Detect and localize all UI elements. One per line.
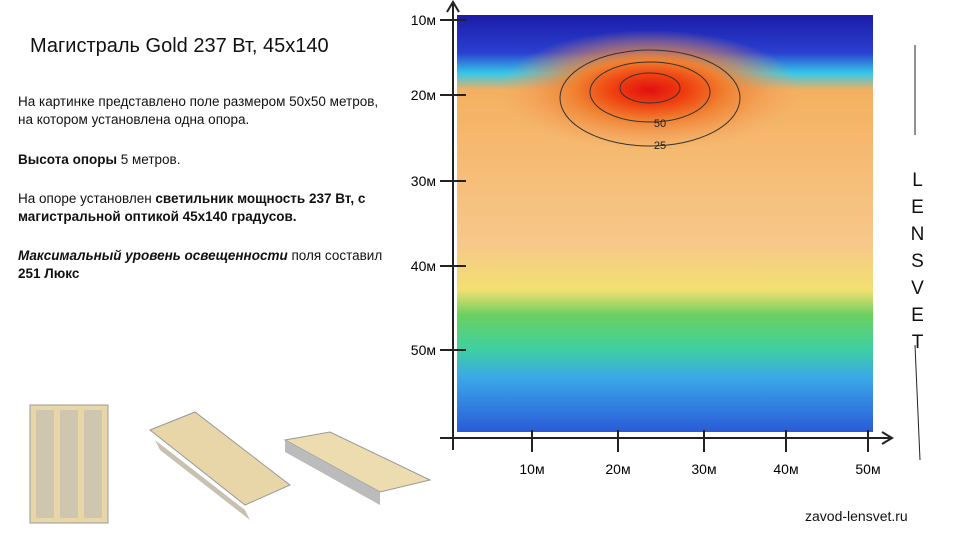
products [29, 404, 432, 524]
website: zavod-lensvet.ru [805, 508, 908, 524]
max-info: Максимальный уровень освещенности поля с… [18, 247, 393, 283]
x-axis-label: 50м [855, 461, 880, 477]
brand: LENSVET [907, 170, 928, 359]
brand-lines [914, 45, 921, 461]
intro: На картинке представлено поле размером 5… [18, 94, 379, 127]
y-axis-label: 30м [411, 173, 436, 189]
heatmap [457, 15, 873, 432]
contour-label: 50 [654, 118, 666, 130]
label: Максимальный уровень освещенности [18, 248, 288, 263]
x-axis-label: 40м [773, 461, 798, 477]
axes [440, 0, 894, 450]
x-axis-label: 10м [519, 461, 544, 477]
contour-label: 25 [654, 140, 666, 152]
bold-text: светильник мощность 237 Вт, с магистраль… [18, 191, 366, 224]
y-axis-label: 20м [411, 87, 436, 103]
y-axis-label: 40м [411, 258, 436, 274]
x-axis-label: 20м [605, 461, 630, 477]
text: На опоре установлен [18, 191, 156, 206]
value: 251 Люкс [18, 266, 80, 281]
height-info: Высота опоры 5 метров. [18, 151, 393, 169]
text: поля составил [287, 248, 383, 263]
label: Высота опоры [18, 152, 117, 167]
x-axis-label: 30м [691, 461, 716, 477]
title: Магистраль Gold 237 Вт, 45х140 [30, 35, 329, 57]
fixture-info: На опоре установлен светильник мощность … [18, 190, 393, 226]
value: 5 метров. [117, 152, 181, 167]
y-axis-label: 10м [411, 12, 436, 28]
y-axis-label: 50м [411, 342, 436, 358]
